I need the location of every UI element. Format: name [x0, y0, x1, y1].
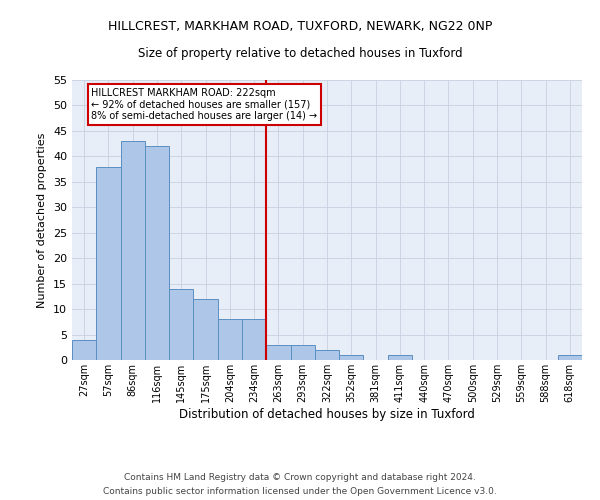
- Bar: [339, 355, 364, 360]
- Bar: [266, 344, 290, 360]
- X-axis label: Distribution of detached houses by size in Tuxford: Distribution of detached houses by size …: [179, 408, 475, 420]
- Bar: [388, 355, 412, 360]
- Bar: [96, 166, 121, 360]
- Bar: [145, 146, 169, 360]
- Y-axis label: Number of detached properties: Number of detached properties: [37, 132, 47, 308]
- Bar: [290, 344, 315, 360]
- Bar: [242, 320, 266, 360]
- Bar: [121, 141, 145, 360]
- Bar: [218, 320, 242, 360]
- Bar: [72, 340, 96, 360]
- Text: HILLCREST MARKHAM ROAD: 222sqm
← 92% of detached houses are smaller (157)
8% of : HILLCREST MARKHAM ROAD: 222sqm ← 92% of …: [91, 88, 317, 121]
- Bar: [558, 355, 582, 360]
- Text: HILLCREST, MARKHAM ROAD, TUXFORD, NEWARK, NG22 0NP: HILLCREST, MARKHAM ROAD, TUXFORD, NEWARK…: [108, 20, 492, 33]
- Text: Contains HM Land Registry data © Crown copyright and database right 2024.: Contains HM Land Registry data © Crown c…: [124, 472, 476, 482]
- Bar: [193, 299, 218, 360]
- Bar: [169, 288, 193, 360]
- Bar: [315, 350, 339, 360]
- Text: Contains public sector information licensed under the Open Government Licence v3: Contains public sector information licen…: [103, 488, 497, 496]
- Text: Size of property relative to detached houses in Tuxford: Size of property relative to detached ho…: [137, 48, 463, 60]
